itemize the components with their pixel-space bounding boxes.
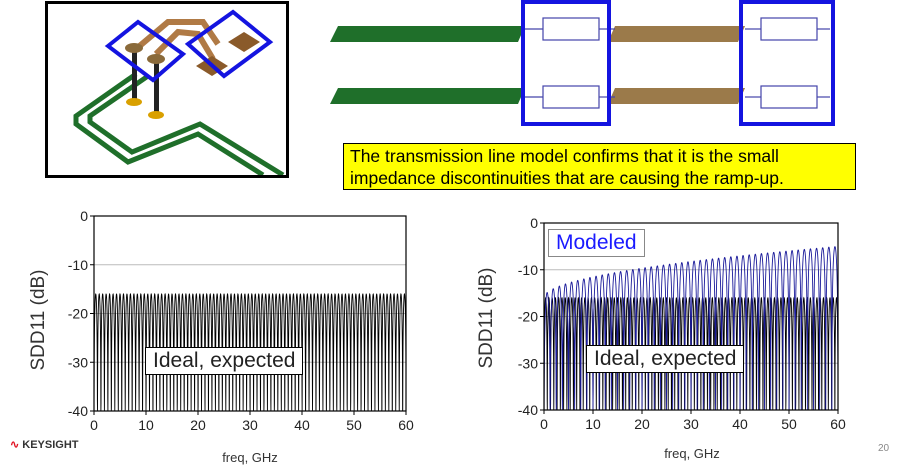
x-tick-label: 0 [540, 416, 548, 432]
x-axis-label: freq, GHz [664, 446, 720, 461]
y-tick-label: 0 [80, 208, 88, 224]
plot-area: 0 10 20 30 40 50 60 0 -10 -20 -30 -40 [518, 215, 846, 432]
x-tick-label: 0 [90, 417, 98, 433]
y-tick-label: -10 [518, 262, 538, 278]
x-tick-label: 50 [781, 416, 797, 432]
via-highlight-box [104, 19, 187, 83]
x-tick-label: 10 [585, 416, 601, 432]
x-tick-label: 10 [138, 417, 154, 433]
y-tick-label: 0 [530, 215, 538, 231]
y-tick-label: -20 [518, 309, 538, 325]
y-tick-label: -30 [68, 354, 88, 370]
x-tick-label: 50 [346, 417, 362, 433]
x-tick-label: 60 [830, 416, 846, 432]
y-axis-label: SDD11 (dB) [28, 269, 49, 370]
sdd11-modeled-chart: SDD11 (dB) freq, GHz 0 10 20 30 40 50 60 0 -10 -2… [476, 215, 846, 461]
callout-box: The transmission line model confirms tha… [343, 143, 856, 190]
series-line-2 [543, 246, 839, 411]
x-axis-label: freq, GHz [222, 450, 278, 465]
x-tick-label: 30 [683, 416, 699, 432]
ideal-expected-label: Ideal, expected [586, 345, 745, 373]
page-number: 20 [878, 443, 890, 454]
y-axis-label: SDD11 (dB) [476, 267, 497, 368]
plot-area: 0 10 20 30 40 50 60 0 -10 -20 -30 -40 [68, 208, 414, 433]
callout-line-2: impedance discontinuities that are causi… [350, 168, 784, 188]
via-model-highlight [521, 0, 611, 126]
pcb-trace-drawing [73, 9, 285, 178]
sdd11-ideal-chart: SDD11 (dB) freq, GHz 0 10 20 30 40 50 60 0 -10 -2… [28, 208, 414, 465]
x-tick-label: 30 [242, 417, 258, 433]
modeled-label: Modeled [548, 229, 645, 257]
y-tick-label: -20 [68, 306, 88, 322]
brand-name: KEYSIGHT [22, 439, 79, 451]
keysight-logo: ∿ KEYSIGHT [10, 438, 79, 451]
y-tick-label: -10 [68, 257, 88, 273]
pad-highlight-box [184, 9, 274, 79]
keysight-wave-icon: ∿ [10, 439, 20, 451]
ideal-expected-label: Ideal, expected [145, 347, 304, 375]
tline-model-schematic [330, 0, 835, 126]
x-tick-label: 20 [190, 417, 206, 433]
callout-line-1: The transmission line model confirms tha… [350, 146, 779, 166]
pcb-via-illustration [45, 1, 289, 178]
x-tick-label: 60 [398, 417, 414, 433]
y-tick-label: -30 [518, 355, 538, 371]
pad-model-highlight [739, 0, 835, 126]
y-tick-label: -40 [518, 402, 538, 418]
x-tick-label: 40 [732, 416, 748, 432]
x-tick-label: 20 [634, 416, 650, 432]
x-tick-label: 40 [294, 417, 310, 433]
y-tick-label: -40 [68, 403, 88, 419]
